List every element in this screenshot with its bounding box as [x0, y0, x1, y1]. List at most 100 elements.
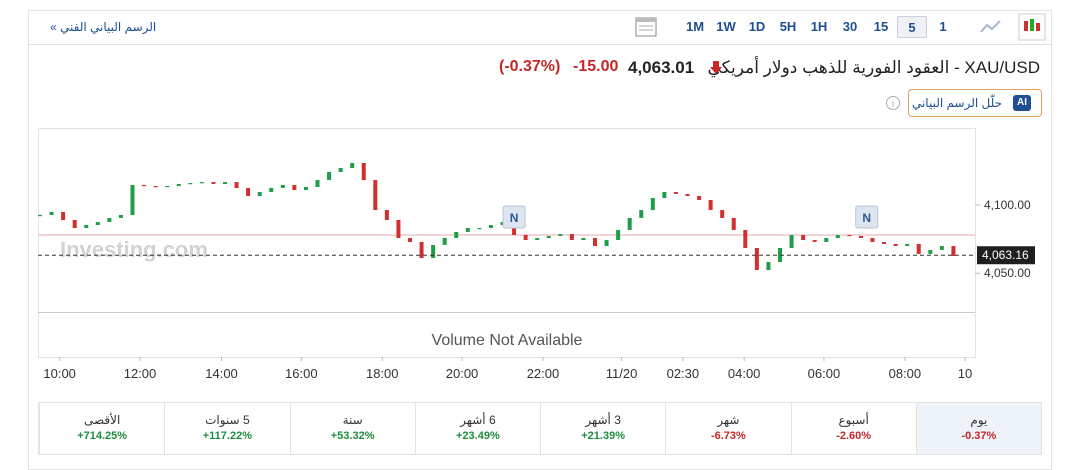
candle: [488, 225, 493, 229]
line-chart-icon[interactable]: [978, 15, 1004, 39]
price-chart: Investing.com Volume Not Available 4,100…: [38, 128, 1035, 381]
timeframe-button[interactable]: 1W: [716, 19, 736, 34]
x-tick-label: 10: [958, 366, 972, 381]
candle: [257, 192, 262, 196]
info-icon[interactable]: i: [885, 95, 901, 111]
timeframe-button[interactable]: 5H: [779, 19, 797, 34]
timeframe-button[interactable]: 15: [873, 19, 889, 34]
candle: [72, 220, 77, 229]
timeframe-button[interactable]: 1H: [810, 19, 828, 34]
candle: [801, 235, 806, 241]
candle: [327, 172, 332, 181]
candle: [847, 235, 852, 237]
price-change: -15.00: [573, 58, 619, 75]
timeframe-button[interactable]: 1: [939, 19, 947, 34]
candle: [951, 246, 956, 256]
period-change: +53.32%: [330, 430, 375, 442]
news-marker-label: N: [510, 211, 519, 225]
x-tick-label: 11/20: [606, 366, 638, 381]
performance-cell[interactable]: شهر -6.73%: [665, 403, 790, 454]
period-label: الأقصى: [83, 413, 121, 427]
period-change: +714.25%: [77, 430, 128, 442]
candle: [939, 246, 944, 250]
period-change: -0.37%: [961, 430, 997, 442]
ai-button-label[interactable]: حلّل الرسم البياني: [911, 96, 1002, 110]
candle: [292, 184, 297, 190]
candle: [199, 182, 204, 184]
candle: [731, 217, 736, 230]
candle: [153, 186, 158, 188]
x-tick-label: 20:00: [446, 366, 479, 381]
period-change: +117.22%: [202, 430, 252, 442]
y-tick-label: 4,050.00: [984, 266, 1031, 280]
last-price: 4,063.01: [628, 58, 695, 77]
candle: [743, 229, 748, 248]
candle: [396, 220, 401, 238]
candle: [49, 211, 54, 215]
candle: [616, 229, 621, 241]
performance-cell[interactable]: 6 أشهر +23.49%: [414, 403, 540, 454]
period-label: 6 أشهر: [460, 413, 496, 427]
candle: [315, 180, 320, 187]
ai-analyze-button[interactable]: [908, 89, 1042, 117]
period-change: +23.49%: [456, 430, 500, 442]
candle: [431, 244, 436, 259]
candle: [361, 163, 366, 181]
candle: [95, 222, 100, 226]
performance-cell[interactable]: 3 أشهر +21.39%: [540, 403, 665, 454]
performance-cell[interactable]: 5 سنوات +117.22%: [164, 403, 289, 454]
candle: [835, 235, 840, 238]
performance-table: يوم -0.37% أسبوع -2.60% شهر -6.73% 3 أشهر +21.3…: [38, 402, 1042, 455]
candle: [442, 238, 447, 245]
candle: [905, 244, 910, 247]
volume-note: Volume Not Available: [432, 332, 583, 349]
candle: [858, 235, 863, 238]
ai-badge: AI: [1013, 95, 1031, 111]
candle: [477, 228, 482, 230]
candle: [789, 235, 794, 248]
candle: [639, 210, 644, 218]
candle: [512, 222, 517, 235]
performance-cell[interactable]: الأقصى +714.25%: [39, 403, 164, 454]
page: الرسم البياني الفني » 1M 1W 1D 5H 1H 30 15 5 1 X…: [28, 10, 1052, 470]
candle: [697, 196, 702, 200]
candle: [500, 222, 505, 226]
x-tick-label: 08:00: [889, 366, 922, 381]
period-label: 5 سنوات: [205, 413, 250, 427]
performance-cell[interactable]: أسبوع -2.60%: [790, 403, 916, 454]
candle: [454, 232, 459, 238]
candle: [130, 184, 135, 215]
candle: [627, 217, 632, 230]
chart-type-icon[interactable]: [634, 15, 658, 39]
candle: [142, 184, 147, 187]
candle: [188, 183, 193, 185]
candle: [38, 214, 42, 217]
period-label: 3 أشهر: [585, 413, 621, 427]
timeframe-button[interactable]: 5: [897, 16, 927, 38]
timeframe-button[interactable]: 1M: [685, 19, 705, 34]
period-change: -6.73%: [710, 430, 746, 442]
performance-cell[interactable]: يوم -0.37%: [915, 403, 1041, 454]
plot-frame: [38, 128, 976, 358]
candle: [558, 234, 563, 236]
candle: [754, 247, 759, 271]
candle: [685, 193, 690, 196]
news-marker: [855, 205, 879, 229]
candle: [569, 234, 574, 241]
candle: [916, 244, 921, 254]
candle: [581, 238, 586, 241]
candle: [246, 187, 251, 196]
candle-chart-icon[interactable]: [1018, 13, 1046, 41]
timeframe-button[interactable]: 30: [842, 19, 858, 34]
timeframe-button[interactable]: 1D: [748, 19, 766, 34]
timeframe-bar: 1M 1W 1D 5H 1H 30 15 5 1: [680, 16, 959, 38]
x-tick-label: 12:00: [124, 366, 157, 381]
candle: [546, 235, 551, 238]
x-tick-label: 02:30: [667, 366, 700, 381]
x-tick-label: 16:00: [285, 366, 318, 381]
candle: [61, 211, 66, 220]
performance-cell[interactable]: سنة +53.32%: [289, 403, 415, 454]
candle: [280, 184, 285, 188]
candle: [650, 198, 655, 211]
technical-chart-link[interactable]: الرسم البياني الفني »: [50, 20, 157, 34]
